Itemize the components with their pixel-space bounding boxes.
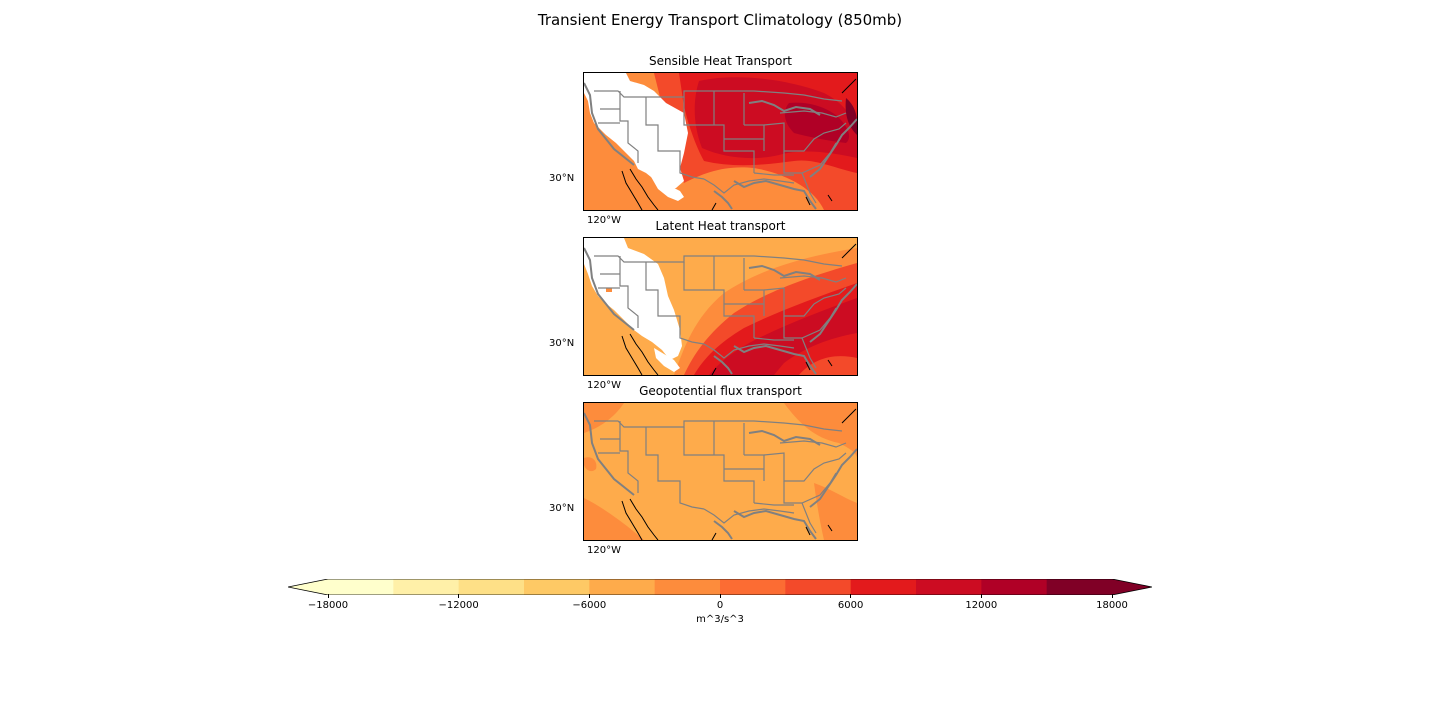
colorbar-tick-label: 6000 xyxy=(837,600,864,611)
colorbar-tick-mark xyxy=(1111,594,1113,598)
missing-data-region xyxy=(654,348,680,372)
contour-level-3000 xyxy=(814,483,857,540)
coast-and-great-lakes xyxy=(584,247,857,375)
colorbar-tick-mark xyxy=(980,594,982,598)
latitude-tick-label: 30°N xyxy=(549,503,575,514)
sensible-heat-contours xyxy=(584,73,857,210)
colorbar-tick-label: 12000 xyxy=(965,600,998,611)
coastline xyxy=(621,78,857,210)
sensible-heat-panel: Sensible Heat Transport xyxy=(549,54,858,226)
contour-level-15000 xyxy=(784,102,850,143)
geopotential-flux-map xyxy=(583,402,858,541)
sensible-heat-map xyxy=(583,72,858,211)
geopotential-flux-contours xyxy=(584,403,857,540)
colorbar-extend-under xyxy=(288,579,328,595)
contour-level-3000 xyxy=(584,457,597,472)
longitude-tick-label: 120°W xyxy=(587,215,621,226)
colorbar-tick-label: −12000 xyxy=(438,600,479,611)
colorbar-tick-label: −6000 xyxy=(572,600,607,611)
panel-title: Latent Heat transport xyxy=(655,219,786,233)
colorbar-segment xyxy=(328,579,394,595)
colorbar-tick-mark xyxy=(850,594,852,598)
latent-heat-panel: Latent Heat transport xyxy=(549,219,858,391)
latitude-tick-label: 30°N xyxy=(549,173,575,184)
colorbar-segment xyxy=(981,579,1048,595)
contour-level-3000 xyxy=(784,403,857,458)
missing-data-region xyxy=(650,175,684,201)
missing-data-region xyxy=(584,238,682,360)
coastline xyxy=(621,243,857,375)
colorbar-tick-label: 18000 xyxy=(1096,600,1128,611)
panel-title: Geopotential flux transport xyxy=(639,384,802,398)
coast-and-great-lakes xyxy=(584,82,857,210)
colorbar-extend-over xyxy=(1112,579,1152,595)
colorbar-segment xyxy=(916,579,982,595)
contour-level-3000 xyxy=(584,403,624,433)
colorbar-segment xyxy=(850,579,917,595)
colorbar-tick-mark xyxy=(327,594,329,598)
colorbar-tick-label: 0 xyxy=(716,600,724,611)
state-borders xyxy=(594,90,847,204)
coastline xyxy=(621,408,857,540)
missing-data-region xyxy=(584,73,688,191)
colorbar-segment xyxy=(524,579,590,595)
latitude-tick-label: 30°N xyxy=(549,338,575,349)
colorbar-tick-mark xyxy=(588,594,590,598)
colorbar-segment xyxy=(1046,579,1113,595)
colorbar-segment xyxy=(720,579,786,595)
latent-heat-map xyxy=(583,237,858,376)
coast-and-great-lakes xyxy=(584,412,857,540)
state-borders xyxy=(594,420,847,534)
latent-heat-contours xyxy=(584,238,857,375)
colorbar-segment xyxy=(393,579,460,595)
colorbar-tick-label: −18000 xyxy=(307,600,349,611)
panel-title: Sensible Heat Transport xyxy=(649,54,792,68)
colorbar xyxy=(288,579,1152,595)
geopotential-flux-panel: Geopotential flux transport xyxy=(549,384,858,556)
colorbar-tick-mark xyxy=(458,594,460,598)
contour-patch xyxy=(606,288,612,292)
contour-level-12000 xyxy=(709,298,857,375)
colorbar-segment xyxy=(458,579,525,595)
colorbar-segment xyxy=(785,579,852,595)
colorbar-tick-mark xyxy=(719,594,721,598)
colorbar-label: m^3/s^3 xyxy=(696,614,744,625)
state-borders xyxy=(594,255,847,369)
colorbar-segment xyxy=(589,579,656,595)
longitude-tick-label: 120°W xyxy=(587,380,621,391)
longitude-tick-label: 120°W xyxy=(587,545,621,556)
figure-title: Transient Energy Transport Climatology (… xyxy=(537,11,903,29)
contour-level-3000 xyxy=(584,498,644,540)
contour-level-18000 xyxy=(845,98,857,135)
colorbar-segment xyxy=(654,579,721,595)
